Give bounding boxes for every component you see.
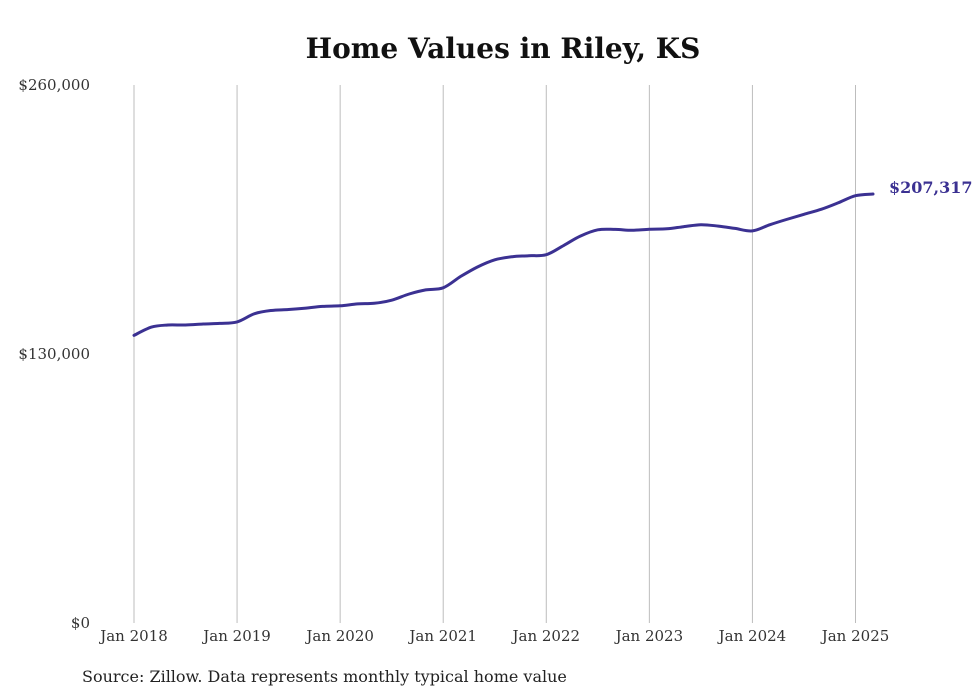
y-tick-label: $130,000 [18, 345, 90, 363]
x-tick-label: Jan 2023 [614, 627, 684, 645]
x-tick-label: Jan 2018 [98, 627, 168, 645]
chart-title: Home Values in Riley, KS [306, 32, 701, 65]
x-tick-label: Jan 2025 [820, 627, 890, 645]
series-line [132, 192, 875, 337]
x-tick-label: Jan 2020 [304, 627, 374, 645]
y-tick-label: $0 [71, 614, 90, 632]
source-note: Source: Zillow. Data represents monthly … [82, 667, 567, 686]
x-tick-label: Jan 2024 [717, 627, 787, 645]
y-tick-label: $260,000 [18, 76, 90, 94]
y-axis-ticks: $0 $130,000 $260,000 [18, 76, 90, 632]
end-value-label: $207,317 [889, 178, 973, 197]
x-axis-ticks: Jan 2018 Jan 2019 Jan 2020 Jan 2021 Jan 2022… [98, 627, 889, 645]
x-tick-label: Jan 2019 [201, 627, 271, 645]
series-layer: $207,317 [132, 178, 973, 337]
x-tick-label: Jan 2021 [407, 627, 477, 645]
x-tick-label: Jan 2022 [511, 627, 581, 645]
gridlines [133, 85, 856, 623]
